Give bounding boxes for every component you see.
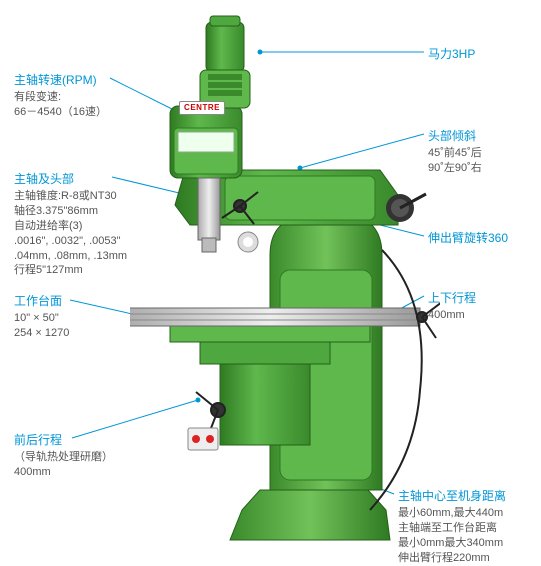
callout-line: 400mm — [14, 465, 113, 480]
callout-title: 上下行程 — [428, 290, 476, 306]
callout-line: 自动进给率(3) — [14, 219, 127, 234]
callout-title: 主轴转速(RPM) — [14, 72, 107, 88]
brand-label: CENTRE — [179, 101, 225, 115]
callout-vertical: 上下行程 400mm — [428, 290, 476, 323]
callout-line: （导轨热处理研磨） — [14, 450, 113, 465]
callout-title: 主轴及头部 — [14, 171, 127, 187]
callout-center-dist: 主轴中心至机身距离 最小60mm,最大440m 主轴端至工作台距离 最小0mm最… — [398, 488, 506, 566]
callout-line: .04mm, .08mm, .13mm — [14, 249, 127, 264]
callout-line: 90˚左90˚右 — [428, 161, 482, 176]
callout-line: 轴径3.375"86mm — [14, 204, 127, 219]
callout-title: 前后行程 — [14, 432, 113, 448]
callout-line: 254 × 1270 — [14, 326, 69, 341]
callout-ram: 伸出臂旋转360 — [428, 230, 508, 248]
callout-longitudinal: 前后行程 （导轨热处理研磨） 400mm — [14, 432, 113, 480]
milling-machine-diagram: CENTRE 主轴转速(RPM) 有段变速: 66－4540（16速） 主轴及头… — [0, 0, 541, 557]
callout-line: 10" × 50" — [14, 311, 69, 326]
callout-rpm: 主轴转速(RPM) 有段变速: 66－4540（16速） — [14, 72, 107, 120]
callout-tilt: 头部倾斜 45˚前45˚后 90˚左90˚右 — [428, 128, 482, 176]
callout-spindle-head: 主轴及头部 主轴锥度:R-8或NT30 轴径3.375"86mm 自动进给率(3… — [14, 171, 127, 278]
callout-line: 最小60mm,最大440m — [398, 506, 506, 521]
callout-title: 马力3HP — [428, 46, 475, 62]
callout-line: 伸出臂行程220mm — [398, 551, 506, 566]
callout-line: 主轴端至工作台距离 — [398, 521, 506, 536]
callout-title: 工作台面 — [14, 293, 69, 309]
callout-line: 45˚前45˚后 — [428, 146, 482, 161]
callout-line: 行程5"127mm — [14, 263, 127, 278]
callout-hp: 马力3HP — [428, 46, 475, 64]
callout-title: 头部倾斜 — [428, 128, 482, 144]
callout-line: .0016", .0032", .0053" — [14, 234, 127, 249]
machine-illustration — [130, 10, 440, 550]
callout-line: 66－4540（16速） — [14, 105, 107, 120]
callout-line: 最小0mm最大340mm — [398, 536, 506, 551]
callout-line: 主轴锥度:R-8或NT30 — [14, 189, 127, 204]
callout-line: 有段变速: — [14, 90, 107, 105]
callout-title: 伸出臂旋转360 — [428, 230, 508, 246]
callout-line: 400mm — [428, 308, 476, 323]
callout-table: 工作台面 10" × 50" 254 × 1270 — [14, 293, 69, 341]
callout-title: 主轴中心至机身距离 — [398, 488, 506, 504]
